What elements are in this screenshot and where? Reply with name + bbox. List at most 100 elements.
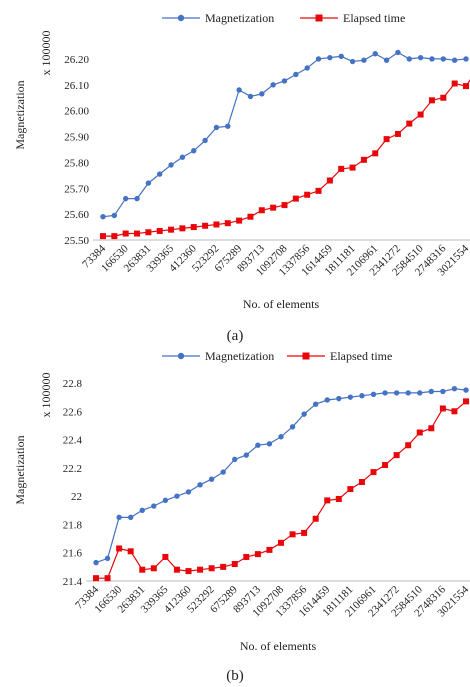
chartB-point-elapsed-time: [162, 553, 169, 560]
chartB-point-elapsed-time: [301, 529, 308, 536]
chartA-point-elapsed-time: [463, 83, 469, 90]
chartB-point-elapsed-time: [197, 566, 204, 573]
chartB-point-magnetization: [208, 476, 215, 482]
chartB-point-elapsed-time: [173, 566, 180, 573]
chartA-ytick-label: 26.10: [64, 80, 89, 92]
chartA-point-magnetization: [304, 65, 310, 71]
chartB-point-elapsed-time: [289, 531, 296, 538]
chartB-ytick-label: 21.8: [63, 519, 83, 531]
chartB-point-elapsed-time: [220, 563, 227, 570]
chartA-point-magnetization: [281, 78, 288, 84]
chartB-ytick-label: 22.8: [63, 378, 83, 390]
chartB-point-magnetization: [220, 469, 226, 475]
chartA-point-elapsed-time: [292, 195, 299, 202]
chartB-series-line-0: [95, 388, 467, 564]
chartA-point-magnetization: [440, 56, 447, 62]
chart-a-legend-label-magnetization: Magnetization: [205, 11, 274, 25]
chart-b-xlabel: No. of elements: [240, 639, 317, 653]
chartA-point-magnetization: [451, 57, 458, 63]
chartA-point-elapsed-time: [406, 120, 413, 127]
chartA-point-elapsed-time: [213, 221, 220, 228]
chartB-point-magnetization: [139, 507, 145, 513]
chartA-point-elapsed-time: [360, 156, 367, 163]
chartB-point-magnetization: [185, 489, 192, 495]
chartB-ytick-label: 22: [71, 491, 82, 503]
chartA-point-magnetization: [157, 171, 163, 177]
chartB-point-magnetization: [174, 493, 180, 499]
chartB-point-magnetization: [289, 424, 296, 430]
chartA-point-magnetization: [270, 82, 276, 88]
chartB-point-magnetization: [417, 390, 423, 396]
chartB-point-magnetization: [451, 385, 458, 392]
chartA-point-elapsed-time: [122, 230, 129, 237]
chart-b-x-ticks: 7338416653026383133936541236052329267528…: [73, 583, 470, 619]
chartA-point-magnetization: [417, 54, 424, 61]
chartB-point-elapsed-time: [208, 565, 215, 572]
chart-a-multiplier: x 100000: [39, 31, 53, 76]
chartB-point-magnetization: [312, 401, 319, 407]
chartA-point-elapsed-time: [428, 97, 435, 104]
chart-a: Magnetization Elapsed time Magnetization…: [13, 11, 470, 344]
chartA-point-magnetization: [349, 58, 356, 65]
chartA-point-magnetization: [372, 51, 378, 57]
chartB-point-magnetization: [243, 452, 250, 458]
chartB-point-magnetization: [232, 456, 238, 463]
chart-b-series: [93, 385, 469, 582]
chartB-point-magnetization: [151, 503, 157, 509]
chart-a-series: [100, 49, 470, 240]
chartA-point-magnetization: [429, 56, 435, 62]
chartB-point-elapsed-time: [324, 497, 331, 504]
chartA-point-elapsed-time: [156, 227, 163, 234]
chartB-point-elapsed-time: [358, 479, 365, 485]
chartA-point-elapsed-time: [100, 233, 106, 240]
chartB-point-elapsed-time: [451, 408, 458, 415]
chartA-ytick-label: 25.50: [64, 235, 89, 247]
chartA-point-elapsed-time: [111, 233, 118, 240]
chartA-point-elapsed-time: [315, 187, 322, 194]
chartB-ytick-label: 21.6: [63, 548, 83, 560]
chartA-point-magnetization: [383, 57, 390, 63]
chartA-point-elapsed-time: [394, 130, 401, 137]
chartB-point-elapsed-time: [416, 429, 423, 436]
chartB-point-elapsed-time: [185, 568, 192, 575]
chartB-point-elapsed-time: [405, 442, 412, 449]
chartA-point-elapsed-time: [326, 177, 333, 184]
chart-a-legend-label-elapsed: Elapsed time: [343, 11, 405, 25]
chartA-point-magnetization: [293, 71, 299, 78]
chartA-ytick-label: 25.90: [64, 132, 89, 144]
chartA-point-magnetization: [395, 49, 401, 56]
chartB-ytick-label: 22.2: [63, 463, 82, 475]
chartA-point-magnetization: [179, 154, 186, 160]
chart-a-legend: Magnetization Elapsed time: [162, 11, 405, 25]
chartA-point-magnetization: [406, 56, 412, 62]
chartB-point-magnetization: [127, 514, 134, 521]
chartB-point-elapsed-time: [116, 545, 123, 552]
chartB-point-elapsed-time: [463, 398, 469, 405]
chartA-ytick-label: 26.00: [64, 106, 89, 118]
chartA-point-elapsed-time: [270, 204, 277, 211]
chartB-point-elapsed-time: [127, 548, 134, 555]
chartB-point-magnetization: [266, 441, 273, 447]
chartB-point-magnetization: [393, 390, 400, 396]
chartB-point-magnetization: [278, 434, 284, 440]
chartA-point-magnetization: [213, 124, 220, 131]
chartA-point-magnetization: [134, 195, 140, 202]
chartB-point-magnetization: [255, 442, 261, 448]
chartA-series-line-0: [102, 51, 467, 218]
chart-a-x-ticks: 7338416653026383133936541236052329267528…: [80, 242, 470, 278]
chartA-point-elapsed-time: [349, 164, 356, 171]
chartB-point-elapsed-time: [335, 495, 342, 502]
chartB-point-magnetization: [301, 411, 307, 417]
chartA-point-magnetization: [247, 93, 254, 100]
chartB-point-magnetization: [336, 395, 342, 402]
chartB-point-magnetization: [197, 482, 203, 488]
chartB-point-elapsed-time: [278, 539, 284, 546]
chart-a-legend-marker-elapsed: [315, 14, 323, 22]
chartA-point-magnetization: [122, 195, 129, 202]
chartA-point-magnetization: [463, 56, 469, 62]
chartA-point-elapsed-time: [145, 229, 152, 236]
chartB-point-elapsed-time: [254, 551, 261, 558]
chartB-point-elapsed-time: [382, 462, 389, 469]
chartA-point-magnetization: [168, 162, 174, 168]
chartB-point-elapsed-time: [139, 566, 146, 573]
